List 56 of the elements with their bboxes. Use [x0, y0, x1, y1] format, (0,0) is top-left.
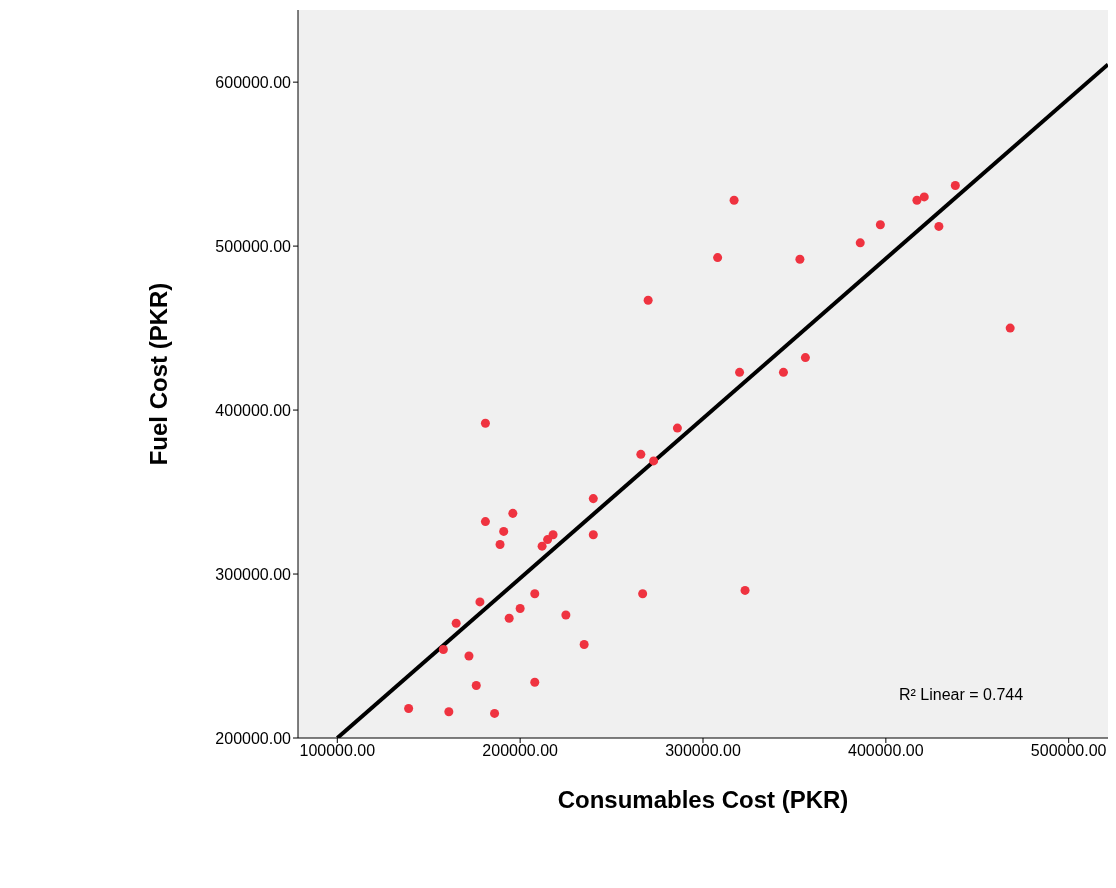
annotation: R² Linear = 0.744 — [899, 686, 1024, 704]
point — [643, 295, 653, 305]
x-tick-label: 200000.00 — [482, 742, 559, 760]
x-tick-label: 400000.00 — [848, 742, 924, 760]
point — [672, 423, 682, 433]
point — [1005, 323, 1015, 333]
point — [480, 418, 490, 428]
point — [537, 541, 547, 551]
point — [950, 180, 960, 190]
point — [912, 195, 922, 205]
point — [636, 449, 646, 459]
point — [530, 589, 540, 599]
y-tick-label: 200000.00 — [215, 729, 292, 747]
y-tick-label: 600000.00 — [215, 73, 292, 91]
point — [588, 494, 598, 504]
point — [515, 603, 525, 613]
point — [444, 707, 454, 717]
point — [451, 618, 461, 628]
y-tick-label: 300000.00 — [215, 565, 292, 583]
point — [438, 644, 448, 654]
point — [638, 589, 648, 599]
point — [919, 192, 929, 202]
point — [471, 681, 481, 691]
point — [504, 613, 514, 623]
point — [713, 253, 723, 263]
point — [530, 677, 540, 687]
point — [875, 220, 885, 230]
point — [735, 367, 745, 377]
point — [543, 535, 553, 545]
point — [508, 508, 518, 518]
y-tick-label: 500000.00 — [215, 237, 292, 255]
point — [778, 367, 788, 377]
point — [548, 530, 558, 540]
point — [490, 708, 500, 718]
point — [561, 610, 571, 620]
point — [855, 238, 865, 248]
point — [499, 526, 509, 536]
point — [740, 585, 750, 595]
point — [475, 597, 485, 607]
point — [404, 703, 414, 713]
point — [464, 651, 474, 661]
point — [729, 195, 739, 205]
x-tick-label: 300000.00 — [665, 742, 741, 760]
x-tick-label: 500000.00 — [1030, 742, 1107, 760]
x-axis-title: Consumables Cost (PKR) — [557, 786, 849, 813]
point — [588, 530, 598, 540]
x-tick-label: 100000.00 — [299, 742, 376, 760]
point — [480, 517, 490, 527]
y-tick-label: 400000.00 — [215, 401, 292, 419]
point — [649, 456, 659, 466]
point — [934, 221, 944, 231]
point — [495, 540, 505, 550]
y-axis-title: Fuel Cost (PKR) — [144, 282, 172, 466]
point — [579, 640, 589, 650]
point — [795, 254, 805, 264]
point — [800, 353, 810, 363]
